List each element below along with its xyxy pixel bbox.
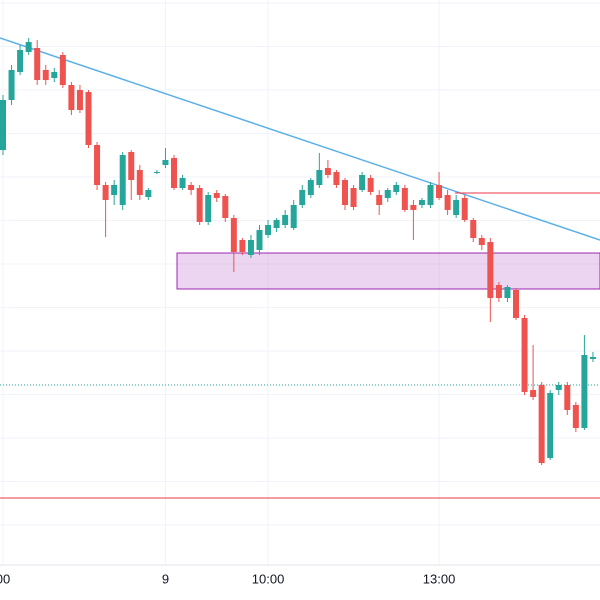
- candle-body: [410, 205, 417, 210]
- candle-body: [171, 158, 177, 188]
- candle-body: [59, 55, 66, 85]
- candle-body: [265, 225, 272, 235]
- candle-body: [111, 185, 118, 195]
- candle-body: [222, 196, 229, 218]
- candle-body: [589, 357, 596, 359]
- candle-body: [307, 180, 314, 195]
- candle-body: [444, 195, 451, 210]
- x-tick-label: 9: [162, 571, 169, 586]
- candle-body: [256, 230, 263, 250]
- candle-body: [68, 85, 75, 110]
- candle-body: [495, 285, 502, 298]
- candle-body: [564, 385, 571, 410]
- candle-body: [453, 200, 460, 215]
- candle-body: [521, 318, 528, 392]
- grid: [0, 0, 600, 565]
- candle-body: [487, 242, 494, 298]
- time-axis: [0, 565, 600, 600]
- zone-rectangle: [176, 252, 600, 290]
- candle-body: [299, 190, 306, 205]
- candle-body: [530, 390, 537, 397]
- candle-body: [461, 198, 468, 220]
- candle-body: [162, 160, 169, 165]
- candle-body: [504, 287, 511, 298]
- candle-body: [179, 178, 186, 188]
- candle-body: [213, 193, 220, 198]
- candle-body: [42, 70, 49, 80]
- candle-body: [324, 168, 331, 175]
- candle-body: [290, 205, 297, 228]
- candle-body: [85, 92, 92, 145]
- candle-body: [470, 220, 477, 238]
- candle-body: [153, 172, 160, 173]
- candle-body: [25, 42, 32, 52]
- candle-body: [205, 195, 212, 222]
- candle-body: [136, 170, 143, 195]
- candle-body: [34, 48, 41, 80]
- candle-body: [359, 175, 366, 190]
- candle-body: [247, 240, 254, 255]
- candle-body: [555, 385, 562, 390]
- candle-body: [51, 72, 58, 78]
- candle-body: [376, 195, 383, 205]
- candle-body: [418, 200, 425, 205]
- candle-body: [230, 218, 237, 252]
- candle-body: [94, 145, 101, 185]
- candle-body: [316, 170, 323, 185]
- candle-body: [119, 155, 126, 205]
- candles: [0, 38, 596, 465]
- x-axis-labels: 00 9 10:00 13:00: [0, 571, 455, 586]
- candle-body: [513, 290, 519, 318]
- candle-body: [239, 240, 246, 252]
- candle-body: [0, 100, 6, 150]
- x-tick-label: 13:00: [423, 571, 456, 586]
- candle-body: [350, 188, 357, 207]
- candle-body: [393, 185, 400, 192]
- candle-body: [102, 185, 109, 200]
- candle-body: [196, 188, 203, 222]
- candle-body: [145, 190, 152, 197]
- candle-body: [547, 393, 554, 458]
- candle-body: [17, 50, 24, 72]
- x-tick-label: 10:00: [252, 571, 285, 586]
- candle-body: [581, 355, 588, 428]
- candle-body: [333, 172, 340, 185]
- candle-body: [188, 185, 195, 190]
- candle-body: [367, 178, 374, 192]
- candle-body: [436, 185, 443, 198]
- candle-body: [401, 188, 408, 210]
- candle-body: [342, 180, 348, 205]
- candle-body: [8, 70, 15, 100]
- x-tick-label: 00: [0, 571, 10, 586]
- candle-body: [478, 238, 485, 245]
- candle-body: [538, 385, 545, 463]
- trend-line: [0, 37, 600, 241]
- candle-body: [572, 405, 579, 428]
- candle-body: [128, 152, 135, 180]
- candle-body: [384, 190, 391, 198]
- candle-body: [76, 90, 83, 110]
- candle-body: [282, 215, 289, 225]
- candle-body: [427, 185, 434, 205]
- candle-body: [273, 220, 280, 228]
